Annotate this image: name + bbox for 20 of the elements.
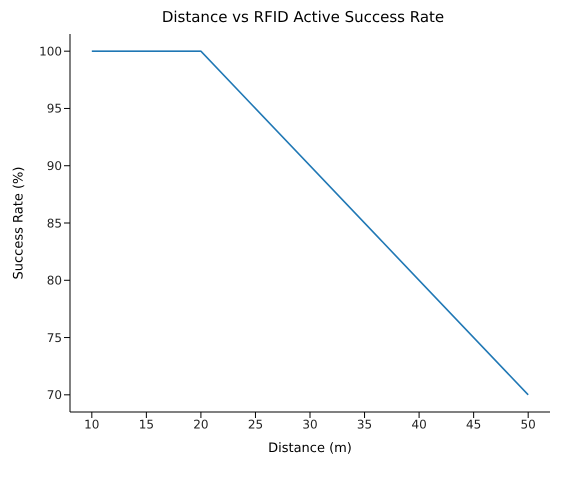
x-tick-label: 40	[411, 418, 427, 432]
line-series	[91, 50, 529, 396]
x-tick-label: 25	[248, 418, 264, 432]
y-tick-label: 80	[46, 274, 62, 288]
y-tick-label: 100	[39, 44, 62, 58]
x-tick-label: 50	[520, 418, 536, 432]
y-axis-title: Success Rate (%)	[12, 166, 27, 280]
x-tick-label: 15	[138, 418, 154, 432]
x-tick-label: 45	[466, 418, 482, 432]
chart-title: Distance vs RFID Active Success Rate	[160, 8, 446, 26]
x-tick-label: 20	[193, 418, 209, 432]
x-tick-label: 35	[356, 418, 372, 432]
y-tick-label: 85	[46, 216, 62, 230]
y-tick-label: 70	[46, 388, 62, 402]
y-tick-label: 75	[46, 330, 62, 345]
y-tick-label: 95	[46, 102, 62, 116]
x-tick-label: 30	[302, 418, 318, 432]
y-tick-label: 90	[46, 158, 62, 173]
x-axis-title: Distance (m)	[268, 441, 352, 456]
x-tick-label: 10	[84, 418, 100, 432]
